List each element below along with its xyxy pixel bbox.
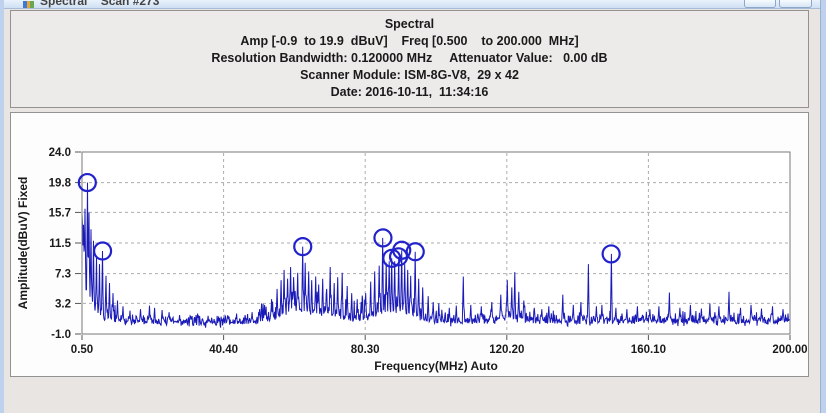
scan-info-panel: Spectral Amp [-0.9 to 19.9 dBuV] Freq [0… bbox=[10, 10, 809, 108]
window-title: Spectral Scan #273 bbox=[40, 0, 160, 8]
titlebar[interactable]: Spectral Scan #273 bbox=[0, 0, 826, 9]
rbw-attenuator: Resolution Bandwidth: 0.120000 MHz Atten… bbox=[211, 51, 608, 65]
plot-border bbox=[81, 151, 791, 335]
y-tick-label: 19.8 bbox=[49, 178, 72, 190]
y-tick-label: 15.7 bbox=[49, 207, 71, 219]
y-tick-label: 11.5 bbox=[49, 238, 71, 250]
maximize-button[interactable] bbox=[779, 0, 812, 8]
peak-marker[interactable] bbox=[373, 228, 393, 248]
x-tick-label: 160.10 bbox=[631, 344, 666, 356]
chart-panel: 24.0 19.8 15.7 11.5 7.3 3.2 -1.0 0.50 40.40 80.30… bbox=[10, 112, 809, 377]
amp-freq-range: Amp [-0.9 to 19.9 dBuV] Freq [0.500 to 2… bbox=[240, 34, 579, 48]
scan-title: Spectral bbox=[384, 17, 435, 31]
peak-marker[interactable] bbox=[92, 241, 113, 261]
spectrum-trace bbox=[81, 182, 791, 328]
x-tick-label: 40.40 bbox=[209, 344, 238, 356]
y-tick-label: -1.0 bbox=[51, 329, 71, 341]
x-tick-label: 200.00 bbox=[772, 344, 807, 356]
x-axis-title: Frequency(MHz) Auto bbox=[374, 359, 498, 373]
x-tick-label: 120.20 bbox=[489, 344, 524, 356]
y-tick-label: 24.0 bbox=[49, 147, 71, 159]
peak-marker[interactable] bbox=[392, 240, 412, 260]
window-border-right bbox=[820, 0, 826, 413]
peak-marker[interactable] bbox=[601, 244, 621, 264]
minimize-button[interactable] bbox=[744, 0, 776, 8]
window-border-left bbox=[0, 0, 4, 413]
peak-marker[interactable] bbox=[77, 172, 97, 193]
y-tick-label: 7.3 bbox=[55, 269, 71, 281]
scanner-module: Scanner Module: ISM-8G-V8, 29 x 42 bbox=[300, 68, 519, 82]
scan-date: Date: 2016-10-11, 11:34:16 bbox=[330, 85, 489, 99]
x-tick-label: 80.30 bbox=[351, 344, 380, 356]
peak-marker[interactable] bbox=[293, 237, 313, 257]
spectrum-plot[interactable]: 24.0 19.8 15.7 11.5 7.3 3.2 -1.00.50 40.40 80.30… bbox=[11, 113, 808, 376]
app-icon bbox=[23, 1, 34, 8]
scale-controls: Scale Options ▲ ✓ Auto Scale Frequency M… bbox=[0, 377, 826, 413]
y-axis-title: Amplitude(dBuV) Fixed bbox=[16, 177, 30, 310]
y-tick-label: 3.2 bbox=[55, 298, 71, 310]
x-tick-label: 0.50 bbox=[71, 344, 93, 356]
peak-marker[interactable] bbox=[405, 242, 425, 262]
